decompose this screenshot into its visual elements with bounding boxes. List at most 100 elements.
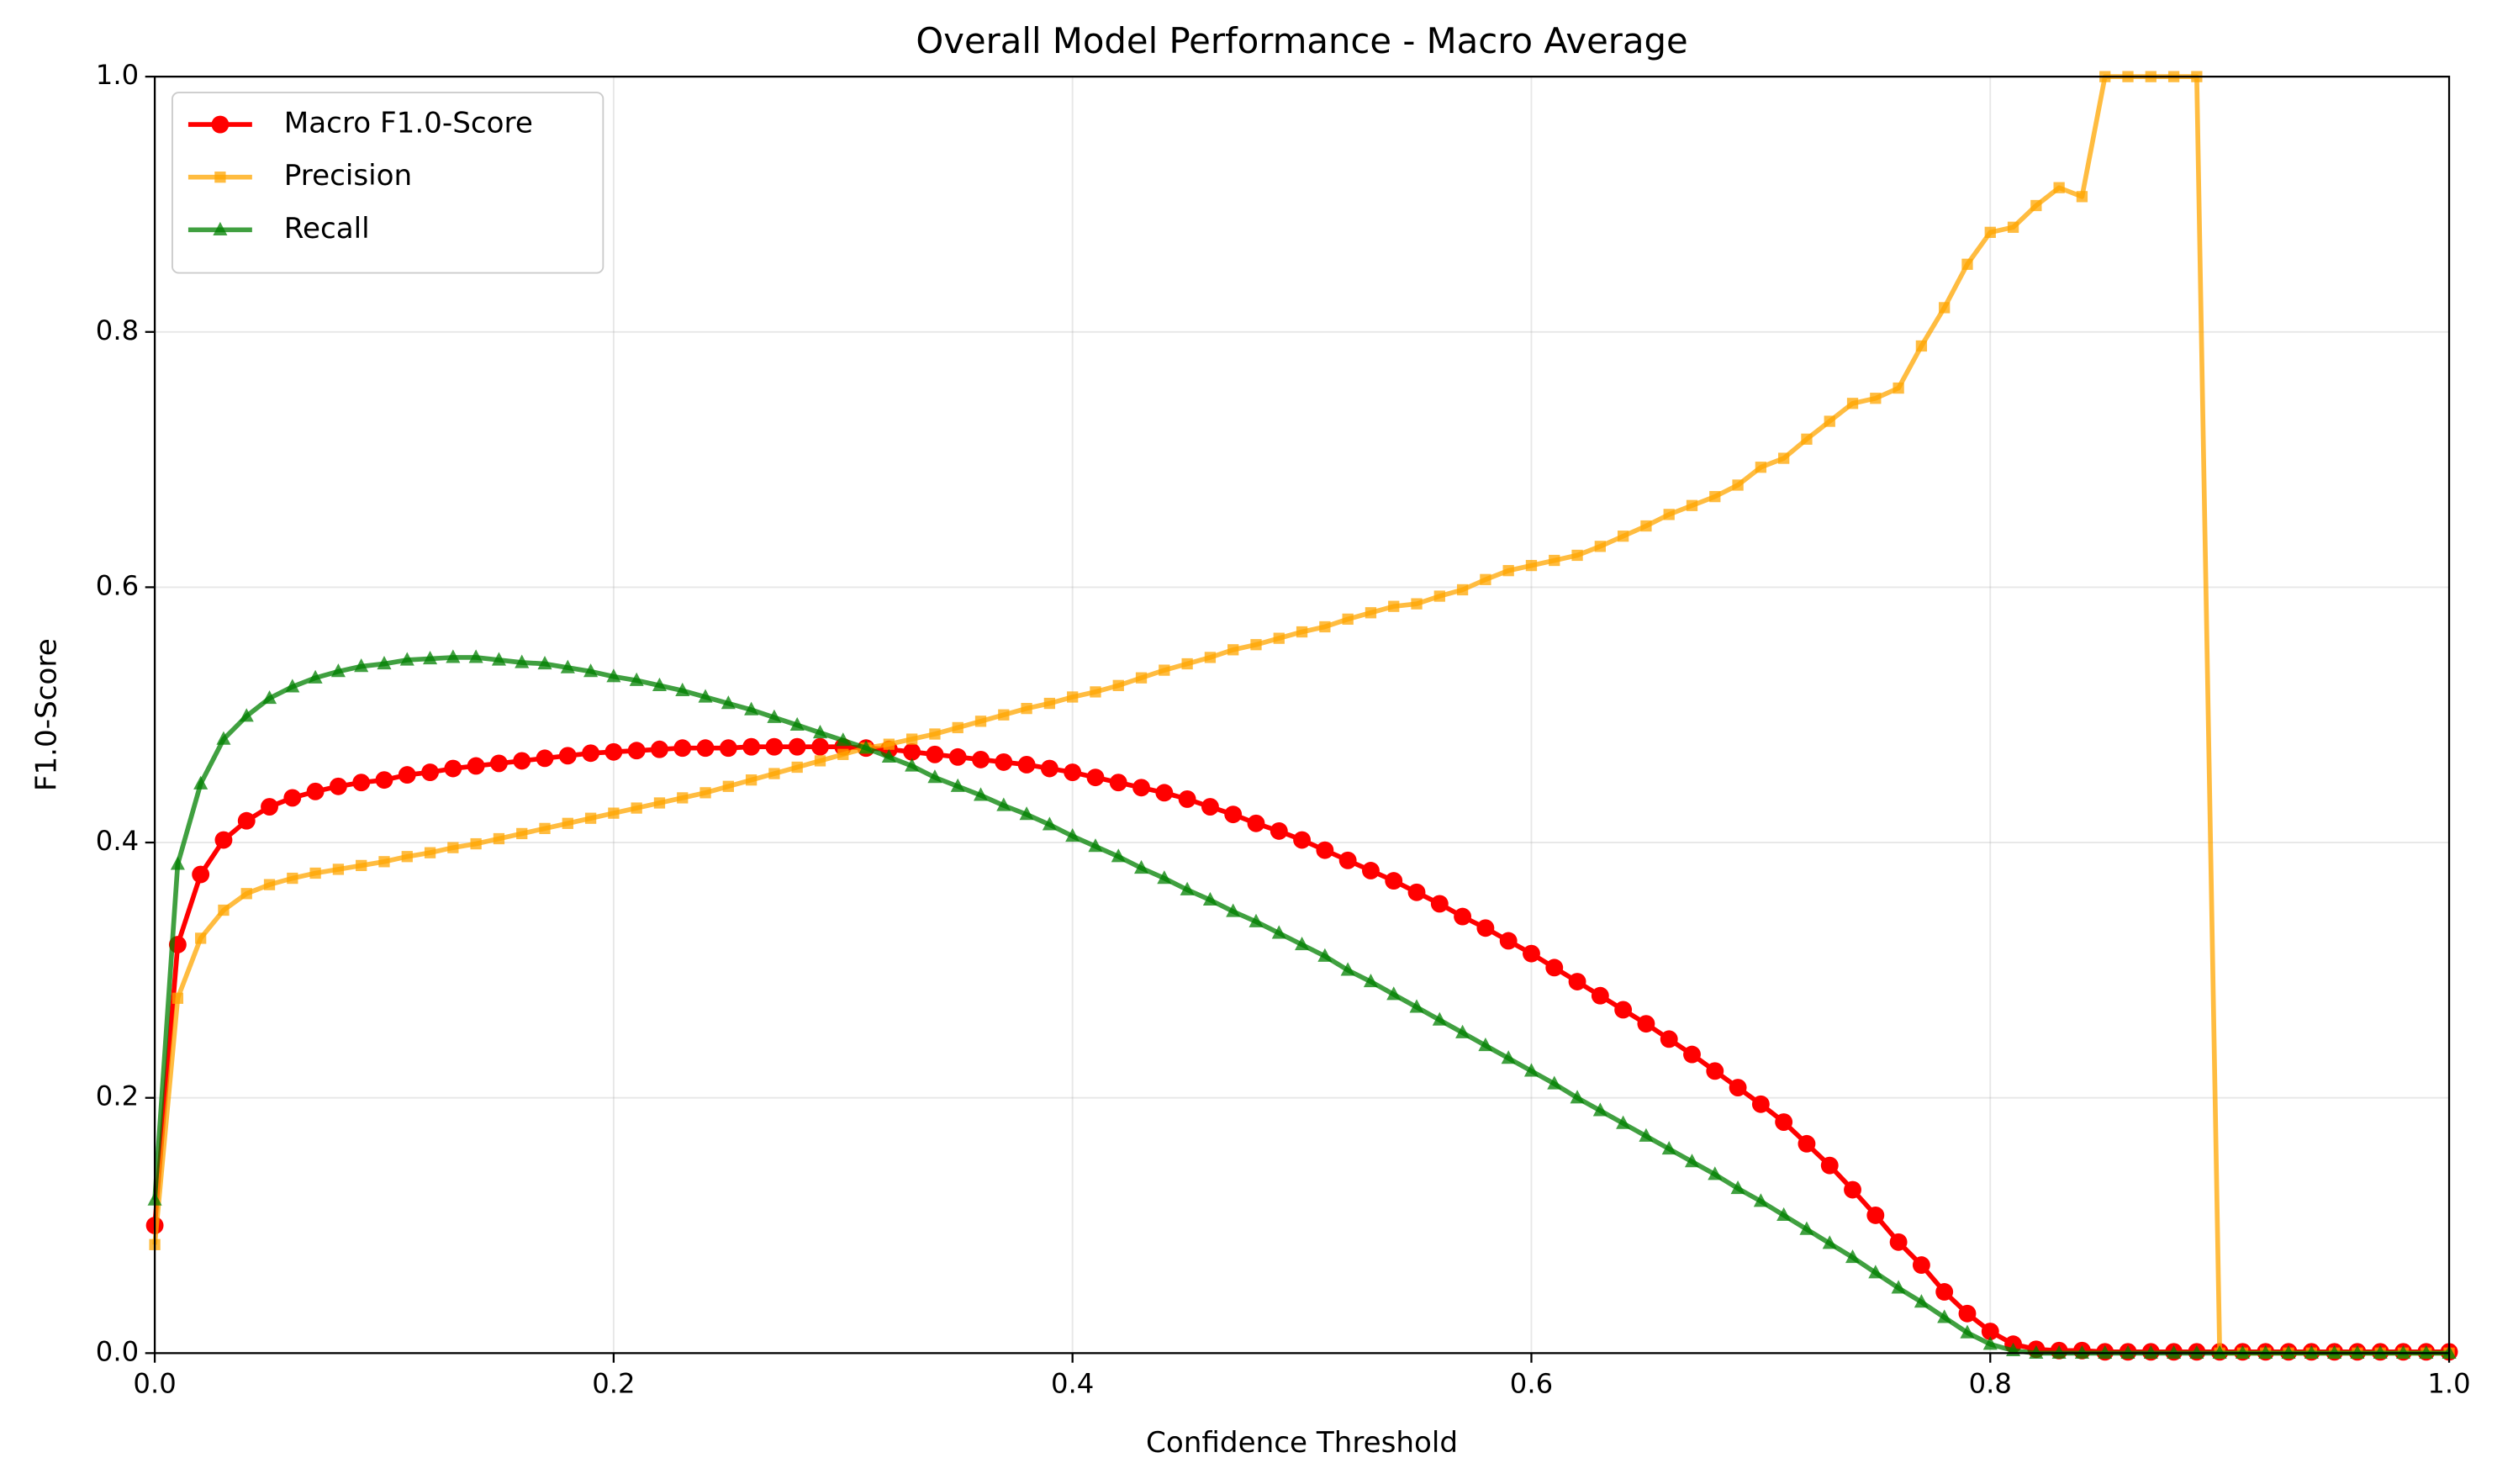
point <box>1293 831 1312 849</box>
point <box>1317 948 1333 962</box>
point <box>1159 664 1170 676</box>
point <box>1043 697 1056 710</box>
point <box>1868 1265 1883 1279</box>
point <box>652 677 667 691</box>
point <box>788 737 806 756</box>
ticks: 0.0 0.2 0.4 0.6 0.8 1.0 0.0 0.2 0.4 0.6 0.8 1.0 <box>96 59 2471 1399</box>
point <box>950 778 965 792</box>
point <box>1525 559 1538 572</box>
point <box>765 737 784 756</box>
point <box>1271 925 1286 939</box>
point <box>513 752 531 770</box>
point <box>1981 1323 1999 1340</box>
point <box>1798 1134 1816 1153</box>
point <box>1801 433 1813 445</box>
point <box>1684 1154 1700 1168</box>
point <box>285 679 300 693</box>
point <box>398 766 416 784</box>
point <box>2143 1344 2158 1359</box>
point <box>1961 258 1973 270</box>
point <box>2327 1344 2342 1359</box>
point <box>240 888 252 900</box>
point <box>1157 870 1172 885</box>
point <box>1202 891 1217 906</box>
point <box>927 769 942 784</box>
point <box>1270 821 1288 840</box>
point <box>261 690 277 705</box>
point <box>1454 907 1472 926</box>
point <box>1709 490 1721 503</box>
point <box>1799 1221 1814 1235</box>
point <box>1661 1140 1676 1155</box>
y-axis-label: F1.0-Score <box>29 638 63 791</box>
point <box>858 740 874 754</box>
point <box>195 932 207 944</box>
point <box>193 775 209 790</box>
x-tick-label: 0.4 <box>1051 1367 1094 1399</box>
x-tick-label: 1.0 <box>2427 1367 2470 1399</box>
point <box>446 649 461 663</box>
series <box>149 71 2455 1359</box>
point <box>811 737 829 756</box>
point <box>1455 1024 1470 1038</box>
point <box>1340 962 1355 976</box>
point <box>2053 182 2065 193</box>
point <box>972 750 990 768</box>
point <box>1592 1102 1607 1117</box>
point <box>1247 814 1265 832</box>
point <box>1893 382 1904 394</box>
point <box>1204 652 1217 663</box>
point <box>493 832 505 845</box>
point <box>2304 1344 2319 1359</box>
point <box>309 867 321 879</box>
point <box>675 682 690 697</box>
point <box>1433 590 1445 602</box>
point <box>1660 1030 1678 1048</box>
point <box>1112 679 1124 691</box>
point <box>237 811 256 830</box>
point <box>651 740 668 758</box>
point <box>1362 862 1380 879</box>
point <box>1523 944 1540 963</box>
point <box>1273 632 1285 644</box>
point <box>1639 1128 1654 1142</box>
point <box>444 759 462 778</box>
point <box>1067 691 1079 703</box>
point <box>2350 1344 2365 1359</box>
point <box>352 774 371 792</box>
point <box>698 689 713 703</box>
point <box>1776 1207 1792 1222</box>
point <box>263 879 276 890</box>
point <box>1134 859 1149 874</box>
point <box>283 789 302 807</box>
point <box>1637 1015 1655 1033</box>
point <box>1090 686 1101 698</box>
point <box>375 771 393 790</box>
point <box>1982 1336 1998 1350</box>
point <box>929 728 941 740</box>
point <box>952 721 963 734</box>
point <box>2189 1344 2204 1359</box>
point <box>1730 1180 1745 1195</box>
x-tick-label: 0.8 <box>1969 1367 2012 1399</box>
point <box>673 739 692 758</box>
point <box>677 792 689 804</box>
point <box>1250 639 1262 651</box>
point <box>812 725 828 739</box>
point <box>926 745 944 763</box>
point <box>214 831 233 849</box>
point <box>1591 986 1609 1005</box>
point <box>306 782 325 800</box>
point <box>537 656 552 670</box>
point <box>1935 1283 1954 1301</box>
point <box>1751 1095 1770 1113</box>
point <box>744 701 759 716</box>
point <box>558 747 577 765</box>
point <box>745 774 758 786</box>
point <box>584 812 597 824</box>
point <box>1844 1180 1861 1199</box>
point <box>1365 607 1377 619</box>
point <box>722 780 734 792</box>
point <box>192 865 210 884</box>
point <box>332 863 345 875</box>
